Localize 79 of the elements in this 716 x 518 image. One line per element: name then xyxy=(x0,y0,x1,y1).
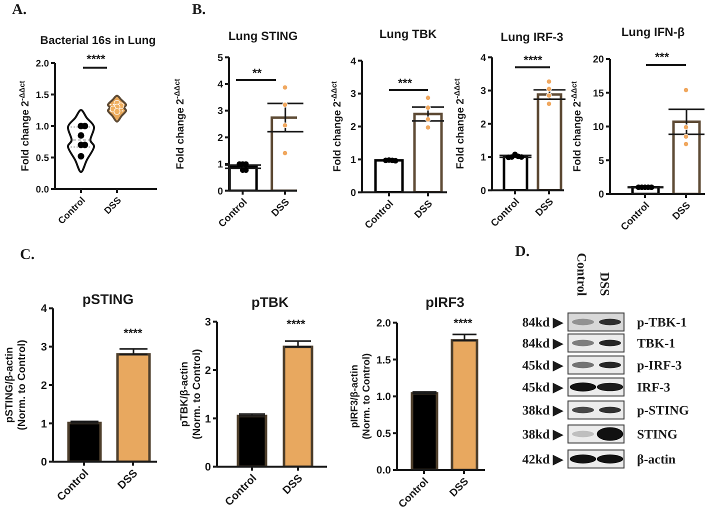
chart-title: Lung IFN-β xyxy=(621,25,685,39)
y-tick-label: 0.5 xyxy=(376,428,392,440)
category-label: STING xyxy=(637,426,678,442)
y-tick-label: 10 xyxy=(592,122,604,134)
y-tick-label: 1 xyxy=(480,152,486,164)
category-label: β-actin xyxy=(637,452,676,466)
category-label: 42kd ▶ xyxy=(522,452,563,466)
category-label: 84kd ▶ xyxy=(522,336,563,350)
category-label: 38kd ▶ xyxy=(522,402,563,418)
category-label: 38kd ▶ xyxy=(522,426,563,442)
annotation: **** xyxy=(86,52,106,66)
category-label: 84kd ▶ xyxy=(522,314,563,330)
y-tick-label: 0 xyxy=(350,188,356,199)
annotation: **** xyxy=(286,317,306,331)
y-axis-title: pTBK/β-actin (Norm. to Control) xyxy=(178,348,203,440)
y-tick-label: 4 xyxy=(40,303,48,316)
y-tick-label: 4 xyxy=(217,80,224,91)
category-label: p-TBK-1 xyxy=(637,314,687,330)
y-tick-label: 1 xyxy=(204,413,211,426)
text: B. xyxy=(192,2,206,18)
y-tick-label: 2.0 xyxy=(36,58,49,70)
text: D. xyxy=(515,244,530,260)
category-label: DSS xyxy=(598,272,612,296)
category-label: p-IRF-3 xyxy=(637,358,682,372)
y-tick-label: 5 xyxy=(598,156,604,167)
y-tick-label: 2 xyxy=(204,364,211,377)
y-axis-title: pSTING/β-actin (Norm. to Control) xyxy=(3,340,28,430)
annotation: **** xyxy=(524,53,543,67)
y-tick-label: 1 xyxy=(217,160,224,171)
category-label: IRF-3 xyxy=(637,380,670,394)
y-tick-label: 0.5 xyxy=(36,152,50,164)
annotation: **** xyxy=(454,316,473,330)
y-tick-label: 1.0 xyxy=(36,121,49,132)
chart-title: pSTING xyxy=(82,291,134,307)
y-tick-label: 1.5 xyxy=(376,354,392,366)
y-tick-label: 4 xyxy=(480,52,486,64)
y-tick-label: 1 xyxy=(40,418,47,430)
chart-title: Lung IRF-3 xyxy=(500,30,564,44)
y-tick-label: 0.0 xyxy=(376,464,392,477)
y-tick-label: 0 xyxy=(217,186,224,198)
y-tick-label: 3 xyxy=(217,106,224,118)
y-tick-label: 2.0 xyxy=(376,317,392,330)
y-tick-label: 4 xyxy=(350,56,356,68)
y-tick-label: 2 xyxy=(217,132,224,144)
y-tick-label: 20 xyxy=(592,54,604,66)
y-tick-label: 3 xyxy=(350,89,356,100)
y-tick-label: 0 xyxy=(204,462,211,474)
y-tick-label: 3 xyxy=(480,86,486,98)
annotation: *** xyxy=(654,50,670,64)
y-tick-label: 0 xyxy=(598,190,604,201)
category-label: TBK-1 xyxy=(637,336,676,350)
y-tick-label: 1.5 xyxy=(36,90,50,101)
text: C. xyxy=(20,247,35,263)
category-label: 45kd ▶ xyxy=(522,380,563,394)
y-tick-label: 1 xyxy=(350,154,356,166)
y-tick-label: 2 xyxy=(480,119,486,130)
y-tick-label: 0.0 xyxy=(36,184,49,196)
text: A. xyxy=(12,2,27,18)
chart-title: pIRF3 xyxy=(426,294,465,310)
chart-title: Lung STING xyxy=(228,29,298,43)
y-tick-label: 1.0 xyxy=(376,391,392,404)
y-tick-label: 3 xyxy=(40,342,47,354)
annotation: ** xyxy=(252,66,262,80)
y-tick-label: 2 xyxy=(40,380,47,392)
y-tick-label: 5 xyxy=(217,52,224,64)
chart-title: Lung TBK xyxy=(379,27,437,41)
annotation: **** xyxy=(124,326,143,340)
y-tick-label: 15 xyxy=(592,88,604,100)
category-label: Control xyxy=(574,252,590,296)
chart-title: Bacterial 16s in Lung xyxy=(40,35,156,47)
y-tick-label: 3 xyxy=(204,316,211,329)
y-axis-title: pIRF3/β-actin (Norm. to Control) xyxy=(350,353,372,440)
annotation: *** xyxy=(398,76,412,90)
y-tick-label: 0 xyxy=(480,186,486,197)
category-label: 45kd ▶ xyxy=(522,358,563,372)
category-label: p-STING xyxy=(637,402,690,418)
chart-title: pTBK xyxy=(251,294,289,310)
y-tick-label: 2 xyxy=(350,122,356,134)
y-tick-label: 0 xyxy=(40,456,47,469)
